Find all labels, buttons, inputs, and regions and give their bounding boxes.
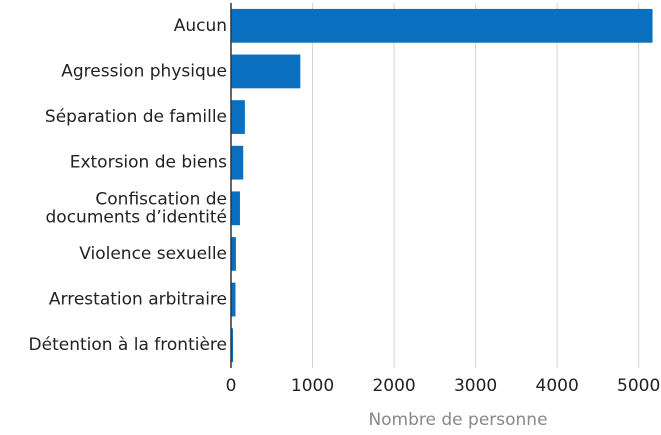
bar (231, 191, 240, 226)
y-tick-label: Agression physique (61, 61, 227, 81)
x-tick-label: 3000 (454, 376, 497, 396)
bar (231, 100, 245, 134)
bar (231, 237, 236, 271)
y-tick-label: Extorsion de biens (70, 153, 227, 173)
bar (231, 328, 234, 363)
y-tick-label: Confiscation de documents d’identité (46, 189, 228, 227)
x-tick-label: 2000 (372, 376, 415, 396)
bar (231, 8, 653, 43)
y-tick-label: Détention à la frontière (29, 335, 227, 355)
x-tick-label: 4000 (536, 376, 579, 396)
bar (231, 282, 236, 317)
y-tick-label: Aucun (174, 16, 227, 36)
bar (231, 54, 301, 89)
bar (231, 145, 244, 180)
y-tick-label: Arrestation arbitraire (49, 290, 227, 310)
y-tick-label: Séparation de famille (45, 107, 227, 127)
x-axis-title: Nombre de personne (368, 410, 547, 430)
x-tick-label: 0 (226, 376, 237, 396)
y-tick-label: Violence sexuelle (79, 244, 227, 264)
x-tick-label: 1000 (291, 376, 334, 396)
x-tick-label: 5000 (617, 376, 660, 396)
